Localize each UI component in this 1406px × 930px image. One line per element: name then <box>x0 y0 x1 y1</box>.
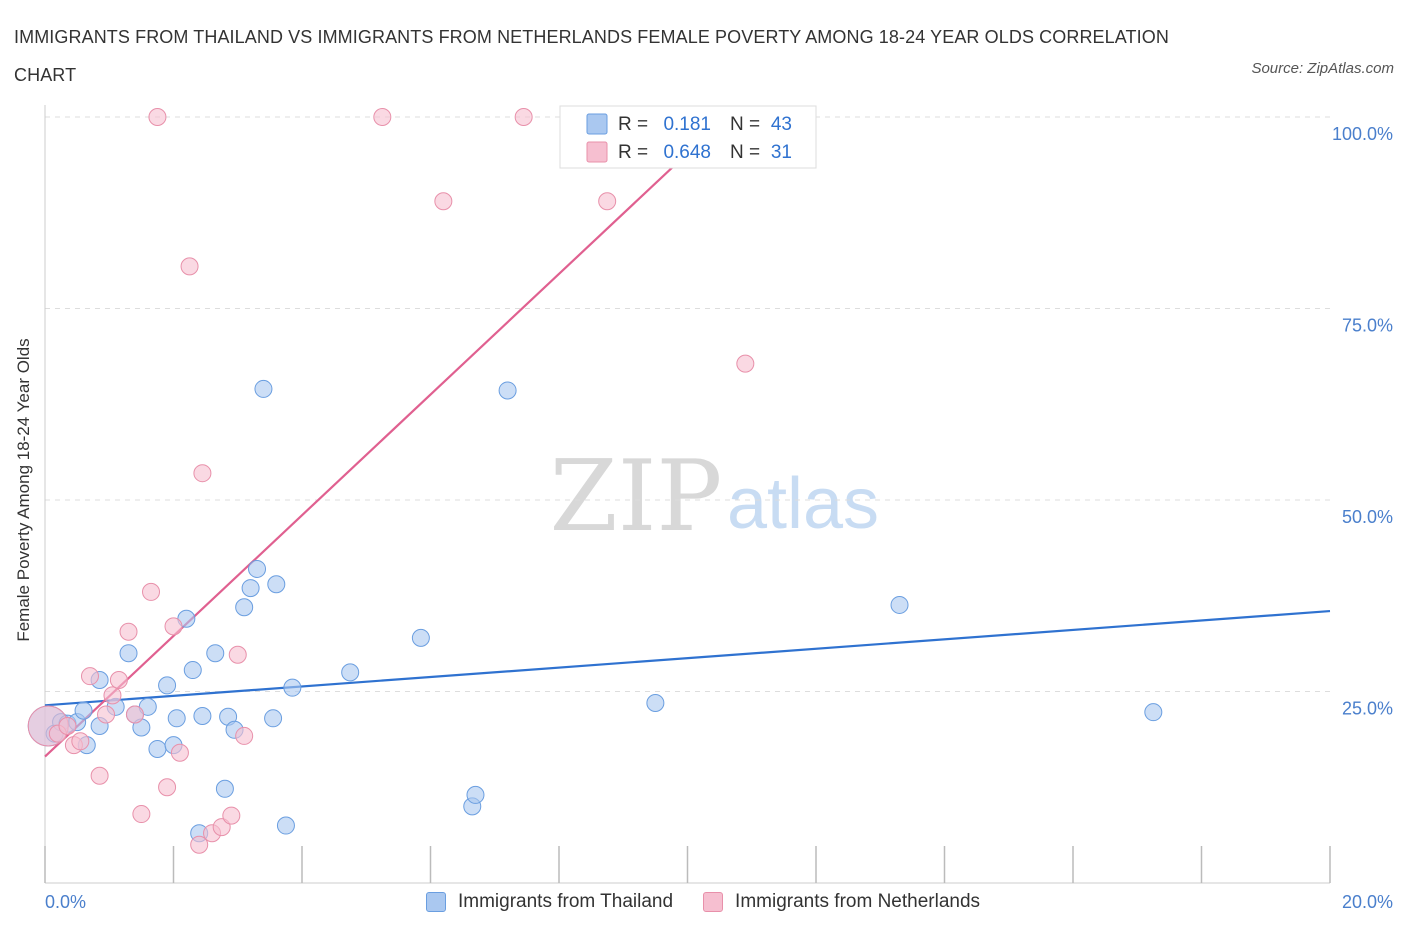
x-tick-labels: 0.0% 20.0% <box>45 892 1393 912</box>
point-thailand-31 <box>267 575 286 594</box>
point-thailand-30 <box>264 709 283 728</box>
point-netherlands-6 <box>90 766 109 785</box>
point-netherlands-9 <box>109 671 128 690</box>
trend-line-thailand <box>44 609 1331 707</box>
point-netherlands-27 <box>434 192 453 211</box>
point-thailand-33 <box>283 678 302 697</box>
point-thailand-40 <box>890 595 909 614</box>
point-netherlands-2 <box>58 716 77 735</box>
legend-n-label-thailand: N = <box>730 114 760 135</box>
point-thailand-5 <box>74 701 93 720</box>
point-netherlands-7 <box>97 705 116 724</box>
point-netherlands-10 <box>119 622 138 641</box>
point-thailand-15 <box>158 676 177 695</box>
bottom-legend-label-thailand: Immigrants from Thailand <box>457 891 674 912</box>
y-tick-label-25: 25.0% <box>1342 699 1393 719</box>
legend-r-value-netherlands: 0.648 <box>663 142 711 163</box>
point-netherlands-30 <box>736 354 755 373</box>
point-netherlands-18 <box>180 257 199 276</box>
point-netherlands-11 <box>125 705 144 724</box>
point-thailand-37 <box>466 785 485 804</box>
point-thailand-10 <box>119 644 138 663</box>
chart-title: IMMIGRANTS FROM THAILAND VS IMMIGRANTS F… <box>14 27 1169 85</box>
y-tick-label-50: 50.0% <box>1342 507 1393 527</box>
point-thailand-35 <box>411 628 430 647</box>
point-thailand-38 <box>498 381 517 400</box>
x-tick-label-min: 0.0% <box>45 892 86 912</box>
legend-swatch-netherlands <box>586 141 608 163</box>
y-tick-label-75: 75.0% <box>1342 316 1393 336</box>
watermark-atlas: atlas <box>727 464 879 544</box>
x-tick-label-max: 20.0% <box>1342 892 1393 912</box>
legend-swatch-thailand <box>586 113 608 135</box>
watermark: ZIP atlas <box>550 440 879 554</box>
point-netherlands-28 <box>514 108 533 126</box>
point-thailand-26 <box>235 598 254 617</box>
point-netherlands-24 <box>228 645 247 664</box>
bottom-legend-label-netherlands: Immigrants from Netherlands <box>735 891 981 912</box>
bottom-legend-swatch-netherlands <box>703 892 724 912</box>
point-netherlands-12 <box>132 805 151 824</box>
point-thailand-29 <box>254 379 273 398</box>
point-thailand-32 <box>276 816 295 835</box>
legend-n-value-thailand: 43 <box>771 114 792 135</box>
y-tick-label-100: 100.0% <box>1332 124 1393 144</box>
point-netherlands-4 <box>71 732 90 751</box>
point-netherlands-25 <box>235 726 254 745</box>
point-netherlands-16 <box>164 617 183 636</box>
point-netherlands-19 <box>190 835 209 854</box>
point-netherlands-23 <box>222 806 241 825</box>
bottom-legend-item-netherlands: Immigrants from Netherlands <box>703 891 980 913</box>
legend-n-value-netherlands: 31 <box>771 142 792 163</box>
point-netherlands-17 <box>170 743 189 762</box>
bottom-legend-item-thailand: Immigrants from Thailand <box>425 891 674 913</box>
point-netherlands-8 <box>103 686 122 705</box>
point-netherlands-22 <box>212 818 231 837</box>
point-thailand-39 <box>646 693 665 712</box>
legend-r-label-thailand: R = <box>618 114 648 135</box>
point-netherlands-15 <box>158 778 177 797</box>
stats-legend: R = 0.181 N = 43 R = 0.648 N = 31 <box>559 105 817 169</box>
point-netherlands-20 <box>193 464 212 483</box>
y-axis-label: Female Poverty Among 18-24 Year Olds <box>14 338 33 642</box>
legend-r-label-netherlands: R = <box>618 142 648 163</box>
point-thailand-24 <box>215 779 234 798</box>
point-netherlands-13 <box>142 582 161 601</box>
point-netherlands-14 <box>148 108 167 126</box>
bottom-legend: Immigrants from Thailand Immigrants from… <box>0 888 1406 916</box>
point-thailand-17 <box>167 709 186 728</box>
axes <box>44 105 1331 884</box>
bottom-legend-swatch-thailand <box>425 892 446 912</box>
point-thailand-21 <box>206 644 225 663</box>
point-thailand-28 <box>248 559 267 578</box>
point-thailand-34 <box>341 663 360 682</box>
legend-r-value-thailand: 0.181 <box>663 114 711 135</box>
point-netherlands-26 <box>373 108 392 126</box>
point-thailand-14 <box>148 739 167 758</box>
point-netherlands-29 <box>598 192 617 211</box>
trend-lines <box>44 116 1331 758</box>
trend-line-netherlands <box>44 116 727 758</box>
point-netherlands-5 <box>80 667 99 686</box>
source-credit: Source: ZipAtlas.com <box>1251 60 1394 77</box>
point-thailand-41 <box>1144 703 1163 722</box>
point-thailand-20 <box>193 707 212 726</box>
watermark-zip: ZIP <box>550 440 723 554</box>
data-points <box>27 108 1163 854</box>
legend-n-label-netherlands: N = <box>730 142 760 163</box>
point-thailand-27 <box>241 579 260 598</box>
point-thailand-19 <box>183 661 202 680</box>
y-tick-labels: 25.0% 50.0% 75.0% 100.0% <box>1332 124 1393 719</box>
